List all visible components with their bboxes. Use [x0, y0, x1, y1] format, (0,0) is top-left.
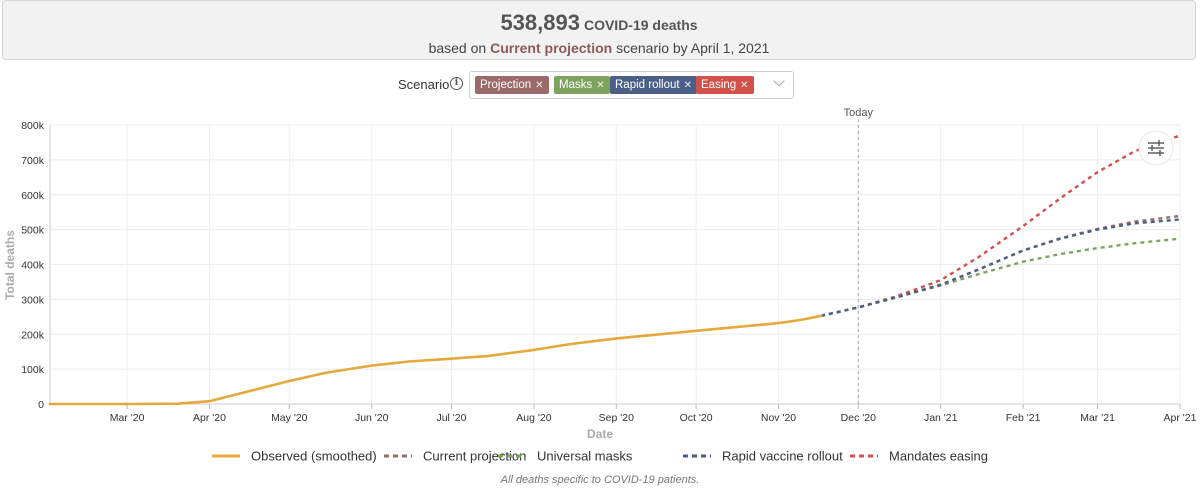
y-tick-label: 100k	[21, 364, 45, 376]
tag-label: Masks	[559, 79, 593, 91]
x-axis-ticks: Mar '20 Apr '20 May '20 Jun '20 Jul '20 Aug '…	[110, 412, 1197, 424]
x-tick-label: Oct '20	[680, 412, 713, 424]
x-tick-label: Aug '20	[516, 412, 551, 424]
x-tick-label: May '20	[271, 412, 308, 424]
series-line-universal-masks[interactable]	[820, 237, 1181, 317]
chevron-down-icon[interactable]	[773, 75, 785, 87]
y-tick-label: 600k	[21, 190, 45, 202]
remove-tag-icon[interactable]: ✕	[740, 80, 749, 91]
legend-label: Rapid vaccine rollout	[722, 449, 843, 464]
tag-label: Rapid rollout	[615, 79, 680, 91]
remove-tag-icon[interactable]: ✕	[596, 80, 605, 91]
legend-label: Mandates easing	[889, 449, 988, 464]
x-tick-label: Mar '20	[110, 412, 145, 424]
legend-item[interactable]: Rapid vaccine rollout	[683, 449, 843, 464]
x-tick-label: Jan '21	[924, 412, 958, 424]
tag-label: Projection	[480, 79, 532, 91]
tag-projection: Projection ✕	[475, 76, 549, 94]
x-tick-label: Jun '20	[355, 412, 389, 424]
x-tick-label: Mar '21	[1080, 412, 1115, 424]
chart-legend: Observed (smoothed) Current projection Uni…	[212, 449, 988, 464]
x-axis-label: Date	[587, 427, 613, 441]
legend-label: Universal masks	[537, 449, 633, 464]
series-lines	[48, 134, 1181, 406]
y-tick-label: 700k	[21, 155, 45, 167]
y-tick-label: 200k	[21, 329, 45, 341]
remove-tag-icon[interactable]: ✕	[535, 80, 544, 91]
footnote: All deaths specific to COVID-19 patients…	[500, 474, 700, 486]
legend-item[interactable]: Current projection	[384, 449, 526, 464]
tag-label: Easing	[701, 79, 737, 91]
tag-masks: Masks ✕	[554, 76, 610, 94]
y-axis-ticks: 0 100k 200k 300k 400k 500k 600k 700k 800k	[21, 120, 45, 411]
x-tick-label: Sep '20	[599, 412, 634, 424]
y-tick-label: 800k	[21, 120, 45, 132]
sliders-icon	[1148, 140, 1164, 156]
legend-label: Current projection	[423, 449, 526, 464]
y-axis-label: Total deaths	[3, 230, 17, 300]
legend-item[interactable]: Observed (smoothed)	[212, 449, 377, 464]
death-count: 538,893	[500, 10, 580, 35]
y-tick-label: 0	[38, 399, 44, 411]
deaths-chart: 0 100k 200k 300k 400k 500k 600k 700k 800k Mar '2…	[3, 107, 1197, 464]
chart-grid	[49, 124, 1181, 409]
scenario-label: Scenario	[398, 77, 450, 92]
scenario-filter: Scenario i Projection ✕ Masks ✕ Rapid roll…	[0, 70, 1200, 99]
summary-banner: 538,893 COVID-19 deaths based on Current …	[2, 0, 1196, 60]
x-tick-label: Feb '21	[1006, 412, 1041, 424]
legend-label: Observed (smoothed)	[251, 449, 377, 464]
summary-headline: 538,893 COVID-19 deaths	[3, 10, 1195, 36]
x-tick-label: Apr '21	[1164, 412, 1197, 424]
legend-item[interactable]: Universal masks	[498, 449, 633, 464]
x-tick-label: Jul '20	[436, 412, 466, 424]
y-tick-label: 300k	[21, 294, 45, 306]
death-count-suffix: COVID-19 deaths	[583, 17, 698, 33]
x-tick-label: Dec '20	[841, 412, 876, 424]
summary-subline: based on Current projection scenario by …	[3, 40, 1195, 56]
tag-rapid-rollout: Rapid rollout ✕	[610, 76, 697, 94]
y-tick-label: 400k	[21, 260, 45, 272]
x-tick-label: Nov '20	[761, 412, 796, 424]
remove-tag-icon[interactable]: ✕	[683, 80, 692, 91]
summary-suffix: scenario by April 1, 2021	[616, 40, 770, 56]
tag-easing: Easing ✕	[696, 76, 754, 94]
series-line-observed-smoothed[interactable]	[48, 314, 823, 406]
series-line-rapid-vaccine-rollout[interactable]	[820, 218, 1181, 317]
legend-item[interactable]: Mandates easing	[850, 449, 988, 464]
y-tick-label: 500k	[21, 225, 45, 237]
summary-scenario: Current projection	[490, 40, 613, 56]
x-tick-label: Apr '20	[193, 412, 226, 424]
info-icon[interactable]: i	[450, 77, 463, 90]
chart-settings-button[interactable]	[1138, 130, 1174, 166]
summary-prefix: based on	[428, 40, 487, 56]
scenario-select[interactable]: Projection ✕ Masks ✕ Rapid rollout ✕ Easing…	[469, 71, 794, 99]
series-line-current-projection[interactable]	[820, 214, 1181, 317]
today-label: Today	[844, 107, 874, 119]
series-line-mandates-easing[interactable]	[820, 134, 1181, 317]
